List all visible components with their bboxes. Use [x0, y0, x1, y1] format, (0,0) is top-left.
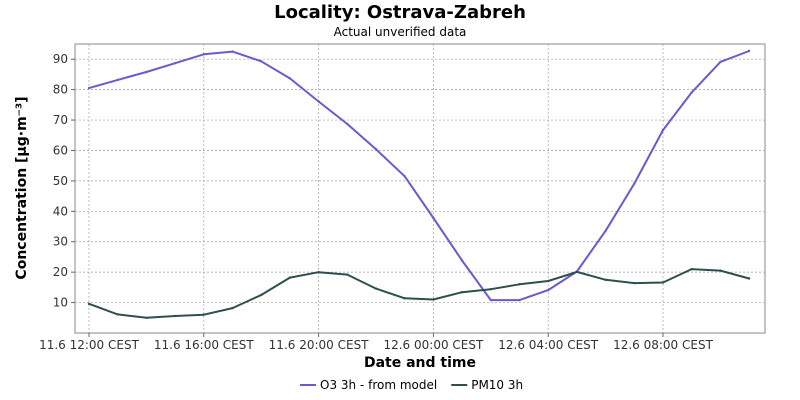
x-tick-label: 11.6 20:00 CEST [269, 338, 370, 352]
y-tick-label: 20 [53, 265, 68, 279]
data-point [747, 277, 751, 280]
data-point [116, 313, 119, 316]
data-point [518, 283, 521, 286]
data-point [145, 316, 148, 319]
data-point [173, 62, 177, 65]
x-tick-label: 11.6 16:00 CEST [154, 338, 255, 352]
data-point [403, 175, 406, 178]
data-point [719, 60, 722, 64]
data-point [374, 287, 378, 290]
data-point [518, 298, 521, 302]
data-point [87, 86, 91, 90]
series-line-0 [88, 50, 750, 302]
legend: O3 3h - from model PM10 3h [300, 378, 523, 392]
data-point [432, 298, 435, 301]
data-point [374, 148, 378, 151]
data-point [690, 91, 693, 94]
data-point [260, 293, 263, 297]
data-point [604, 229, 607, 232]
data-point [719, 269, 722, 272]
x-axis-label: Date and time [364, 355, 476, 371]
data-point [547, 279, 550, 283]
data-point [575, 270, 579, 274]
data-point [231, 306, 234, 310]
legend-label: O3 3h - from model [320, 378, 437, 392]
data-point [690, 267, 693, 271]
legend-item: O3 3h - from model [300, 378, 437, 392]
y-tick-label: 10 [53, 296, 68, 310]
data-point [489, 298, 492, 302]
data-point [661, 128, 665, 132]
series-lines [87, 49, 751, 319]
data-point [231, 50, 234, 53]
data-point [288, 276, 292, 279]
data-point [489, 288, 492, 291]
data-point [633, 182, 636, 185]
chart-subtitle: Actual unverified data [334, 25, 467, 39]
data-point [604, 278, 607, 281]
plot-area [74, 43, 766, 334]
y-tick-label: 50 [53, 174, 68, 188]
data-point [747, 49, 751, 53]
data-point [346, 273, 349, 276]
y-axis-label: Concentration [µg·m⁻³] [14, 96, 30, 279]
legend-item: PM10 3h [451, 378, 523, 392]
series-line-1 [88, 268, 750, 319]
x-tick-label: 12.6 08:00 CEST [613, 338, 714, 352]
data-point [633, 281, 636, 285]
data-point [145, 70, 148, 74]
data-point [87, 302, 91, 305]
y-tick-label: 70 [53, 113, 68, 127]
y-tick-label: 40 [53, 204, 68, 218]
grid-lines [75, 44, 765, 333]
x-tick-label: 12.6 00:00 CEST [383, 338, 484, 352]
data-point [317, 100, 320, 103]
data-point [173, 314, 177, 318]
data-point [547, 288, 550, 292]
data-point [288, 77, 292, 80]
chart-title: Locality: Ostrava-Zabreh [274, 2, 526, 23]
x-tick-label: 11.6 12:00 CEST [39, 338, 140, 352]
data-point [432, 216, 435, 220]
data-point [116, 78, 119, 82]
data-point [317, 271, 320, 274]
x-tick-label: 12.6 04:00 CEST [498, 338, 599, 352]
data-point [460, 291, 464, 294]
data-point [202, 53, 205, 56]
y-tick-label: 80 [53, 83, 68, 97]
data-point [260, 60, 263, 63]
data-point [460, 259, 464, 262]
data-point [202, 313, 205, 316]
y-tick-label: 60 [53, 143, 68, 157]
y-tick-label: 30 [53, 235, 68, 249]
data-point [346, 122, 349, 126]
data-point [661, 281, 665, 284]
axis-ticks: 10 20 30 40 50 60 70 80 90 11.6 12:00 CEST 11.6 16… [39, 52, 714, 352]
y-tick-label: 90 [53, 52, 68, 66]
data-point [403, 297, 406, 300]
legend-label: PM10 3h [471, 378, 523, 392]
